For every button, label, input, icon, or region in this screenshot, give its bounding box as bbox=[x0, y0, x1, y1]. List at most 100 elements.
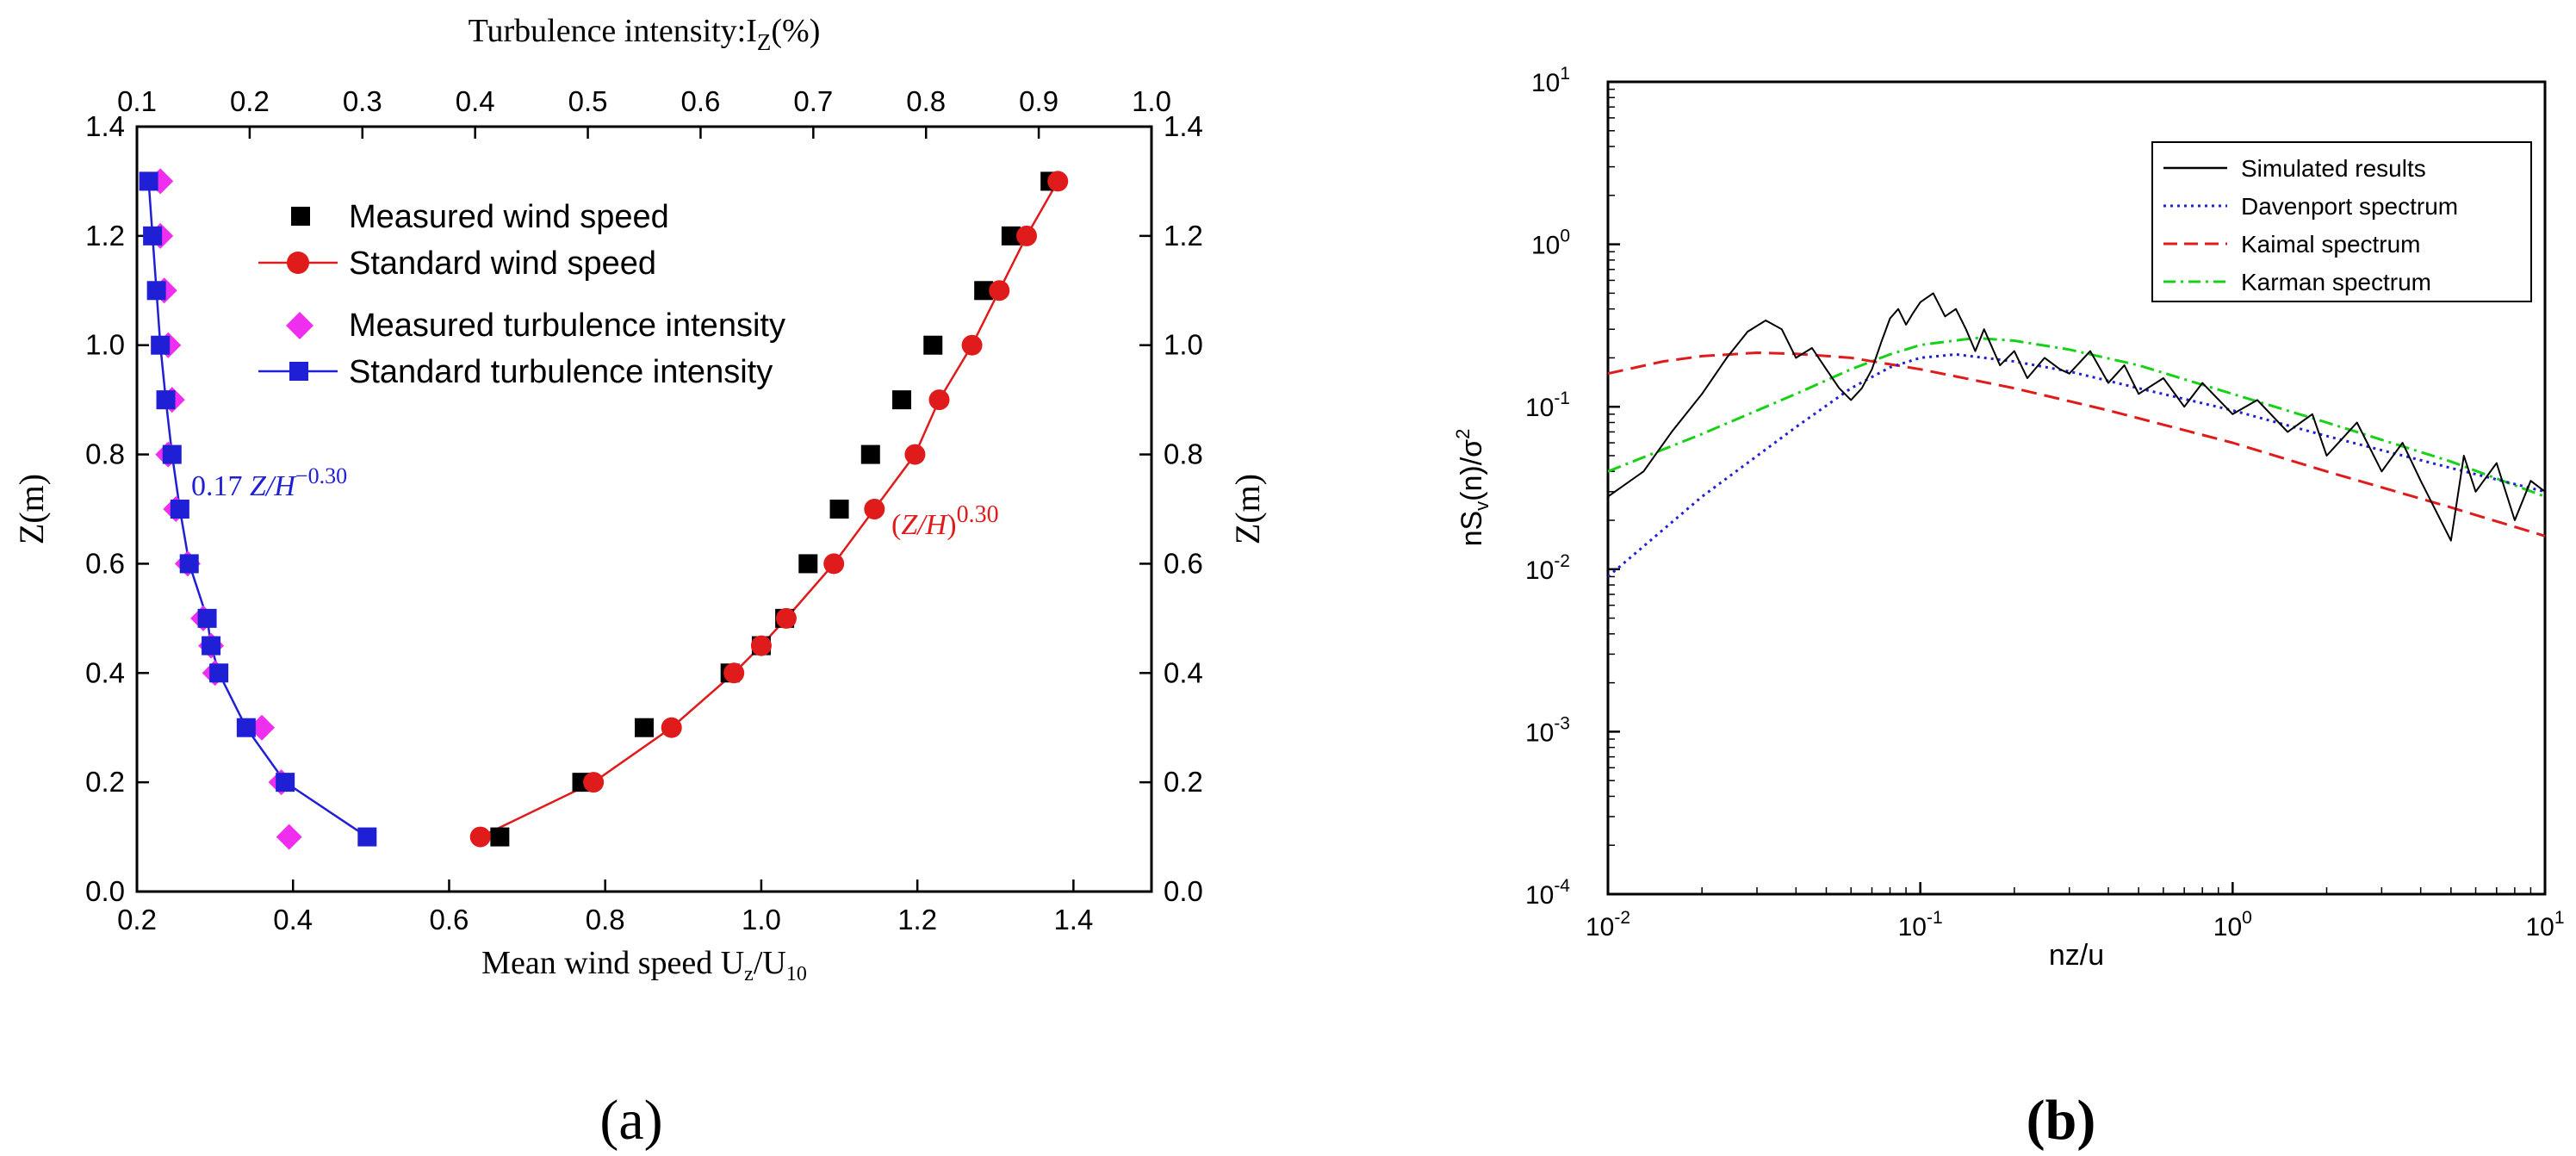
a-top-tick-label: 0.4 bbox=[456, 85, 495, 117]
point-measured-wind-speed bbox=[1001, 226, 1021, 245]
point-standard-wind-speed bbox=[928, 389, 950, 411]
point-measured-wind-speed bbox=[892, 390, 912, 410]
a-x-tick-label: 0.8 bbox=[586, 904, 625, 935]
legend-marker-standard-wind-speed bbox=[287, 252, 309, 274]
a-top-tick-label: 1.0 bbox=[1132, 85, 1171, 117]
panel-a-plot-frame bbox=[135, 125, 1153, 893]
b-y-tick-label: 10-3 bbox=[1525, 713, 1570, 747]
point-standard-wind-speed bbox=[469, 826, 491, 848]
point-standard-wind-speed bbox=[583, 772, 605, 793]
a-y-tick-label: 0.8 bbox=[85, 438, 125, 470]
legend-label-karman: Karman spectrum bbox=[2241, 269, 2431, 295]
legend-marker-measured-turbulence-intensity bbox=[286, 312, 313, 339]
b-x-tick-label: 101 bbox=[2525, 908, 2564, 942]
panel-a: 0.2 0.4 0.6 0.8 1.0 1.2 1.40.1 0.2 0.3 0.4 0.5 0.6 0… bbox=[12, 13, 1267, 1152]
point-standard-turbulence-intensity bbox=[146, 281, 166, 301]
point-measured-wind-speed bbox=[860, 444, 880, 464]
a-y-tick-label: 1.2 bbox=[85, 220, 125, 252]
a-right-y-tick-label: 0.6 bbox=[1164, 547, 1203, 579]
a-x-tick-label: 0.6 bbox=[430, 904, 469, 935]
panel-a-legend: Measured wind speed Standard wind speed … bbox=[258, 199, 785, 390]
b-y-tick-label: 100 bbox=[1531, 227, 1570, 260]
a-y-tick-label: 1.0 bbox=[85, 329, 125, 361]
a-y-tick-label: 0.2 bbox=[85, 766, 125, 798]
point-standard-wind-speed bbox=[661, 717, 682, 738]
b-y-tick-label: 101 bbox=[1531, 64, 1570, 97]
legend-label-measured-wind-speed: Measured wind speed bbox=[349, 199, 669, 235]
b-x-tick-label: 10-2 bbox=[1586, 908, 1630, 942]
a-top-tick-label: 0.9 bbox=[1019, 85, 1058, 117]
point-standard-wind-speed bbox=[904, 444, 926, 465]
panel-b: 10-2 10-1 100 101 10-4 10-3 10-2 10-1 100 101 nz/… bbox=[1452, 64, 2565, 1152]
a-top-tick-label: 0.5 bbox=[568, 85, 608, 117]
a-x-tick-label: 0.2 bbox=[117, 904, 157, 935]
panel-a-label: (a) bbox=[599, 1089, 662, 1152]
legend-marker-measured-wind-speed bbox=[291, 207, 310, 226]
point-standard-turbulence-intensity bbox=[151, 335, 171, 355]
series-line-davenport-spectrum bbox=[1608, 352, 2545, 578]
legend-label-davenport: Davenport spectrum bbox=[2241, 193, 2458, 220]
a-y-tick-label: 0.6 bbox=[85, 547, 125, 579]
legend-label-standard-wind-speed: Standard wind speed bbox=[349, 245, 656, 282]
point-measured-wind-speed bbox=[798, 554, 818, 574]
series-line-karman-spectrum bbox=[1608, 336, 2545, 498]
point-measured-wind-speed bbox=[923, 335, 943, 355]
point-standard-wind-speed bbox=[1047, 171, 1069, 192]
point-standard-turbulence-intensity bbox=[170, 500, 189, 519]
point-standard-turbulence-intensity bbox=[162, 444, 182, 464]
a-top-tick-label: 0.7 bbox=[793, 85, 833, 117]
series-line-kaimal-spectrum bbox=[1608, 351, 2545, 538]
panel-b-plot-frame bbox=[1606, 80, 2547, 896]
point-standard-turbulence-intensity bbox=[139, 171, 158, 191]
a-right-y-tick-label: 0.8 bbox=[1164, 438, 1203, 470]
panel-a-y-axis-label: Z(m) bbox=[12, 474, 51, 544]
b-y-tick-label: 10-2 bbox=[1525, 551, 1570, 585]
point-standard-turbulence-intensity bbox=[209, 663, 229, 683]
point-measured-wind-speed bbox=[829, 500, 849, 519]
a-top-tick-label: 0.1 bbox=[117, 85, 157, 117]
a-x-tick-label: 1.2 bbox=[897, 904, 937, 935]
legend-label-simulated: Simulated results bbox=[2241, 155, 2426, 182]
a-top-tick-label: 0.6 bbox=[681, 85, 721, 117]
a-top-tick-label: 0.3 bbox=[343, 85, 382, 117]
a-right-y-tick-label: 0.2 bbox=[1164, 766, 1203, 798]
point-standard-turbulence-intensity bbox=[236, 718, 256, 737]
point-standard-turbulence-intensity bbox=[143, 226, 163, 245]
point-standard-wind-speed bbox=[775, 607, 797, 629]
series-line-simulated-results bbox=[1608, 292, 2545, 542]
legend-label-measured-turbulence-intensity: Measured turbulence intensity bbox=[349, 308, 785, 344]
panel-b-legend: Simulated results Davenport spectrum Kai… bbox=[2151, 141, 2532, 302]
b-y-tick-label: 10-4 bbox=[1525, 876, 1570, 910]
a-x-tick-label: 1.0 bbox=[742, 904, 781, 935]
point-standard-wind-speed bbox=[1016, 225, 1038, 246]
panel-b-y-axis-label: nSv(n)/σ2 bbox=[1452, 429, 1493, 547]
a-y-tick-label: 0.0 bbox=[85, 875, 125, 907]
a-top-tick-label: 0.2 bbox=[230, 85, 270, 117]
point-standard-turbulence-intensity bbox=[276, 773, 295, 792]
a-right-y-tick-label: 1.2 bbox=[1164, 220, 1203, 252]
annotation-turbulence-law: 0.17 Z/H−0.30 bbox=[191, 463, 347, 502]
a-x-tick-label: 1.4 bbox=[1053, 904, 1093, 935]
point-measured-wind-speed bbox=[490, 827, 510, 847]
b-x-tick-label: 10-1 bbox=[1898, 908, 1943, 942]
point-standard-wind-speed bbox=[823, 553, 845, 575]
a-y-tick-label: 0.4 bbox=[85, 656, 125, 688]
a-top-tick-label: 0.8 bbox=[906, 85, 946, 117]
a-right-y-tick-label: 1.0 bbox=[1164, 329, 1203, 361]
a-right-y-tick-label: 0.4 bbox=[1164, 656, 1203, 688]
point-standard-turbulence-intensity bbox=[197, 608, 217, 628]
annotation-wind-speed-law: (Z/H)0.30 bbox=[891, 501, 999, 541]
point-standard-turbulence-intensity bbox=[202, 636, 221, 656]
point-measured-wind-speed bbox=[635, 718, 654, 737]
point-standard-wind-speed bbox=[864, 499, 885, 519]
a-right-y-tick-label: 0.0 bbox=[1164, 875, 1203, 907]
a-y-tick-label: 1.4 bbox=[85, 110, 125, 142]
point-standard-wind-speed bbox=[961, 334, 983, 356]
point-standard-wind-speed bbox=[723, 662, 745, 684]
point-standard-turbulence-intensity bbox=[179, 554, 199, 574]
point-measured-wind-speed bbox=[974, 281, 994, 301]
point-standard-wind-speed bbox=[750, 635, 772, 656]
legend-label-kaimal: Kaimal spectrum bbox=[2241, 231, 2421, 258]
panel-a-x-axis-label: Mean wind speed Uz/U10 bbox=[481, 945, 807, 985]
b-y-tick-label: 10-1 bbox=[1525, 388, 1570, 422]
